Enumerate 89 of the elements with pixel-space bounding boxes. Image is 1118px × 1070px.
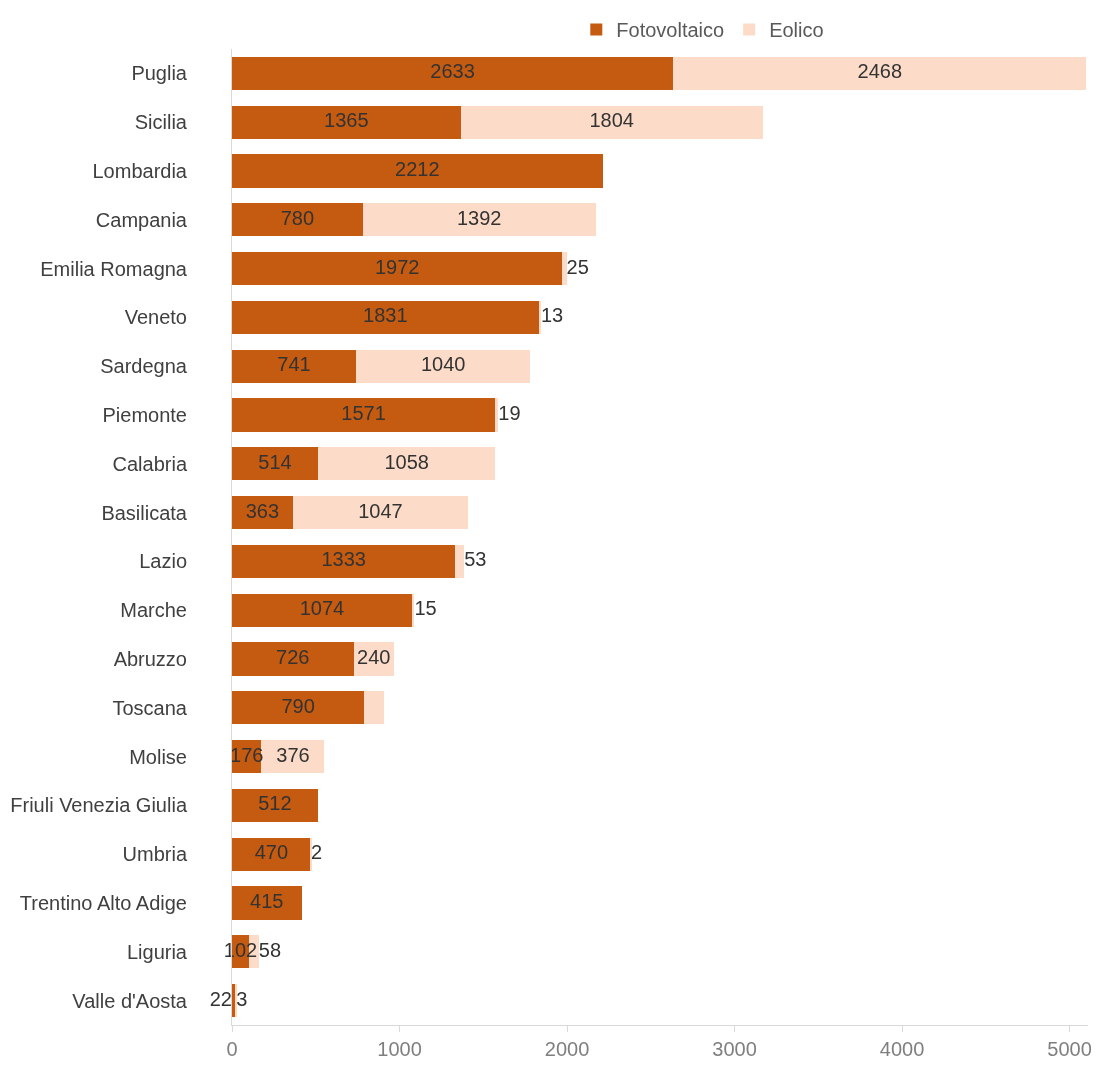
bar <box>232 154 603 188</box>
data-label: 1047 <box>358 499 403 522</box>
data-label: 53 <box>464 548 487 571</box>
data-label: 19 <box>498 402 521 424</box>
data-label: 470 <box>254 841 289 864</box>
x-tick-label: 3000 <box>712 1038 757 1060</box>
data-label: 2468 <box>857 60 903 83</box>
y-tick-label: Sicilia <box>134 111 188 134</box>
y-tick-label: Marche <box>120 599 187 622</box>
y-tick-label: Basilicata <box>101 501 188 524</box>
data-label: 1571 <box>341 402 386 424</box>
data-label: 3 <box>236 987 248 1010</box>
bar <box>232 447 319 481</box>
y-tick-label: Sardegna <box>100 355 188 378</box>
data-label: 1392 <box>457 206 502 229</box>
bar <box>356 349 531 383</box>
bar <box>232 593 412 627</box>
legend-label: Eolico <box>769 19 824 42</box>
y-tick-label: Veneto <box>124 306 187 329</box>
y-tick-label: Valle d'Aosta <box>72 989 188 1012</box>
y-tick-label: Lombardia <box>92 160 188 182</box>
x-tick-label: 4000 <box>879 1038 925 1060</box>
bar <box>562 252 567 286</box>
y-tick-label: Puglia <box>131 62 188 85</box>
data-label: 1972 <box>374 255 420 278</box>
data-label: 790 <box>281 694 315 717</box>
bar <box>232 837 311 871</box>
data-label: 2 <box>311 841 323 864</box>
data-label: 1074 <box>299 597 345 620</box>
y-tick-label: Piemonte <box>102 404 187 426</box>
data-label: 240 <box>357 646 391 668</box>
bar <box>232 349 357 383</box>
y-tick-label: Trentino Alto Adige <box>19 892 187 914</box>
data-label: 25 <box>566 255 589 278</box>
data-label: 13 <box>540 304 564 327</box>
y-tick-label: Toscana <box>112 696 188 719</box>
bar <box>232 105 461 139</box>
data-label: 15 <box>414 597 437 620</box>
bar <box>460 105 763 139</box>
data-label: 1333 <box>321 548 366 571</box>
data-label: 512 <box>258 792 292 815</box>
y-tick-label: Emilia Romagna <box>40 257 188 280</box>
y-tick-label: Umbria <box>122 843 188 866</box>
bar <box>362 203 596 237</box>
bar <box>232 788 318 822</box>
bar <box>232 56 674 90</box>
data-label: 2633 <box>430 60 475 83</box>
data-label: 741 <box>277 353 311 376</box>
data-label: 1365 <box>324 109 369 132</box>
legend-label: Fotovoltaico <box>616 19 725 42</box>
bar <box>364 691 385 725</box>
x-tick-label: 1000 <box>377 1038 422 1060</box>
data-label: 514 <box>258 450 292 473</box>
bar <box>232 691 365 725</box>
y-tick-label: Calabria <box>112 452 188 475</box>
bar <box>538 300 541 334</box>
data-label: 726 <box>276 646 310 668</box>
bar <box>232 544 456 578</box>
bar <box>232 300 539 334</box>
bar <box>318 447 496 481</box>
bar <box>495 398 499 432</box>
bar <box>232 203 363 237</box>
y-tick-label: Liguria <box>126 940 188 963</box>
data-label: 1058 <box>384 450 429 473</box>
y-tick-label: Molise <box>129 745 187 768</box>
data-label: 415 <box>250 890 284 912</box>
data-label: 58 <box>258 938 282 961</box>
bar <box>455 544 465 578</box>
bar <box>232 642 354 676</box>
data-label: 780 <box>280 206 315 229</box>
x-tick-label: 0 <box>226 1038 238 1060</box>
bar <box>232 398 496 432</box>
bar <box>232 886 302 920</box>
data-label: 1040 <box>420 353 466 376</box>
bar <box>292 496 469 530</box>
y-tick-label: Lazio <box>139 550 187 573</box>
bar <box>232 252 563 286</box>
data-label: 1831 <box>363 304 408 327</box>
data-label: 22 <box>209 987 232 1010</box>
y-tick-label: Campania <box>95 208 188 231</box>
data-label: 1804 <box>589 109 635 132</box>
x-tick-label: 2000 <box>544 1038 590 1060</box>
y-tick-label: Abruzzo <box>113 648 187 670</box>
y-tick-label: Friuli Venezia Giulia <box>10 794 188 817</box>
data-label: 363 <box>245 499 280 522</box>
bar <box>673 56 1087 90</box>
x-tick-label: 5000 <box>1047 1038 1092 1060</box>
data-label: 2212 <box>395 158 440 180</box>
data-label: 376 <box>276 743 310 766</box>
